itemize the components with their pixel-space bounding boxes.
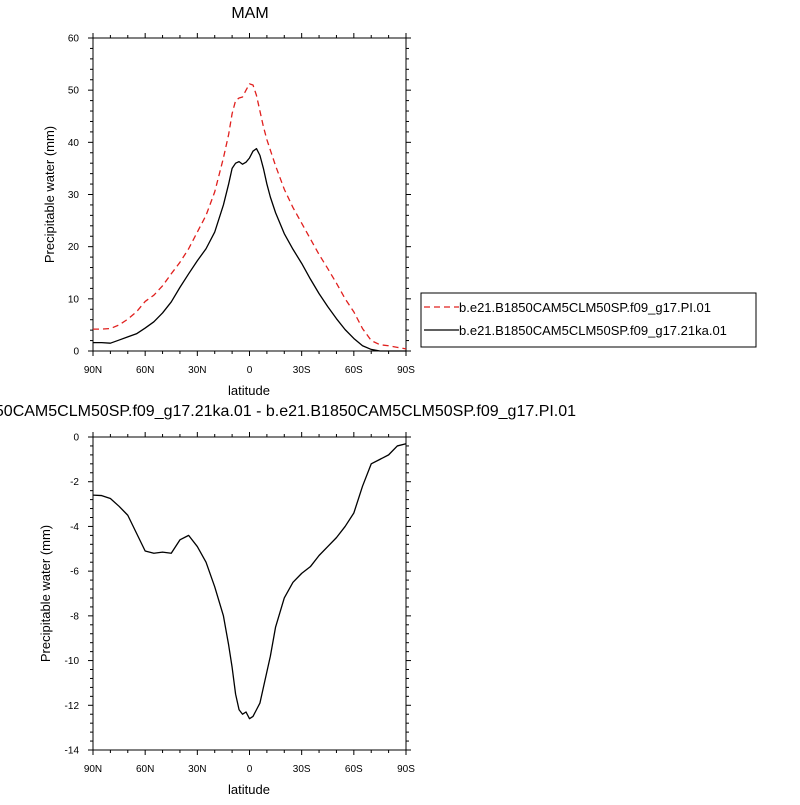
bottom-x-tick-label: 60N <box>136 764 154 775</box>
top-chart-title: MAM <box>231 5 268 22</box>
bottom-x-tick-label: 90N <box>84 764 102 775</box>
bottom-y-tick-label: -14 <box>65 746 80 757</box>
top-y-tick-label: 40 <box>68 138 80 149</box>
top-y-tick-label: 10 <box>68 294 80 305</box>
top-x-axis-label: latitude <box>228 383 270 398</box>
bottom-x-tick-label: 30N <box>188 764 206 775</box>
bottom-x-tick-label: 0 <box>247 764 253 775</box>
top-plot-frame <box>92 37 407 352</box>
top-y-tick-label: 50 <box>68 86 80 97</box>
top-x-tick-label: 90N <box>84 365 102 376</box>
bottom-x-axis-label: latitude <box>228 782 270 797</box>
bottom-y-tick-label: -10 <box>65 656 80 667</box>
top-panel: MAM 0 10 20 30 40 50 60 90N 60N 30N 0 30S 60S 90S lat… <box>42 5 415 398</box>
bottom-x-tick-label: 90S <box>397 764 415 775</box>
bottom-y-tick-label: -12 <box>65 701 80 712</box>
bottom-x-tick-label: 60S <box>345 764 363 775</box>
top-series-line-0 <box>93 83 407 350</box>
top-y-tick-label: 60 <box>68 34 80 45</box>
bottom-y-tick-label: 0 <box>73 433 79 444</box>
legend-entry-pi: b.e21.B1850CAM5CLM50SP.f09_g17.PI.01 <box>459 300 711 315</box>
top-x-tick-label: 30S <box>293 365 311 376</box>
bottom-plot-frame <box>92 436 407 751</box>
top-y-tick-label: 30 <box>68 190 80 201</box>
top-x-tick-label: 60S <box>345 365 363 376</box>
bottom-y-tick-label: -8 <box>70 611 79 622</box>
top-x-tick-label: 30N <box>188 365 206 376</box>
bottom-y-tick-label: -6 <box>70 567 79 578</box>
top-y-tick-label: 0 <box>73 347 79 358</box>
bottom-y-tick-label: -2 <box>70 477 79 488</box>
top-y-tick-label: 20 <box>68 242 80 253</box>
bottom-chart-title: b.e21.B1850CAM5CLM50SP.f09_g17.21ka.01 -… <box>0 403 576 420</box>
bottom-x-tick-label: 30S <box>293 764 311 775</box>
top-y-axis-label: Precipitable water (mm) <box>42 126 57 263</box>
legend-entry-21ka: b.e21.B1850CAM5CLM50SP.f09_g17.21ka.01 <box>459 323 727 338</box>
top-x-tick-label: 0 <box>247 365 253 376</box>
bottom-y-axis-label: Precipitable water (mm) <box>38 525 53 662</box>
legend-box <box>420 292 757 348</box>
top-x-tick-label: 60N <box>136 365 154 376</box>
top-x-tick-label: 90S <box>397 365 415 376</box>
bottom-panel: b.e21.B1850CAM5CLM50SP.f09_g17.21ka.01 -… <box>0 403 576 797</box>
bottom-y-tick-label: -4 <box>70 522 79 533</box>
bottom-series-line-0 <box>92 443 407 720</box>
top-series-line-1 <box>93 147 406 352</box>
legend: b.e21.B1850CAM5CLM50SP.f09_g17.PI.01 b.e… <box>420 292 757 348</box>
